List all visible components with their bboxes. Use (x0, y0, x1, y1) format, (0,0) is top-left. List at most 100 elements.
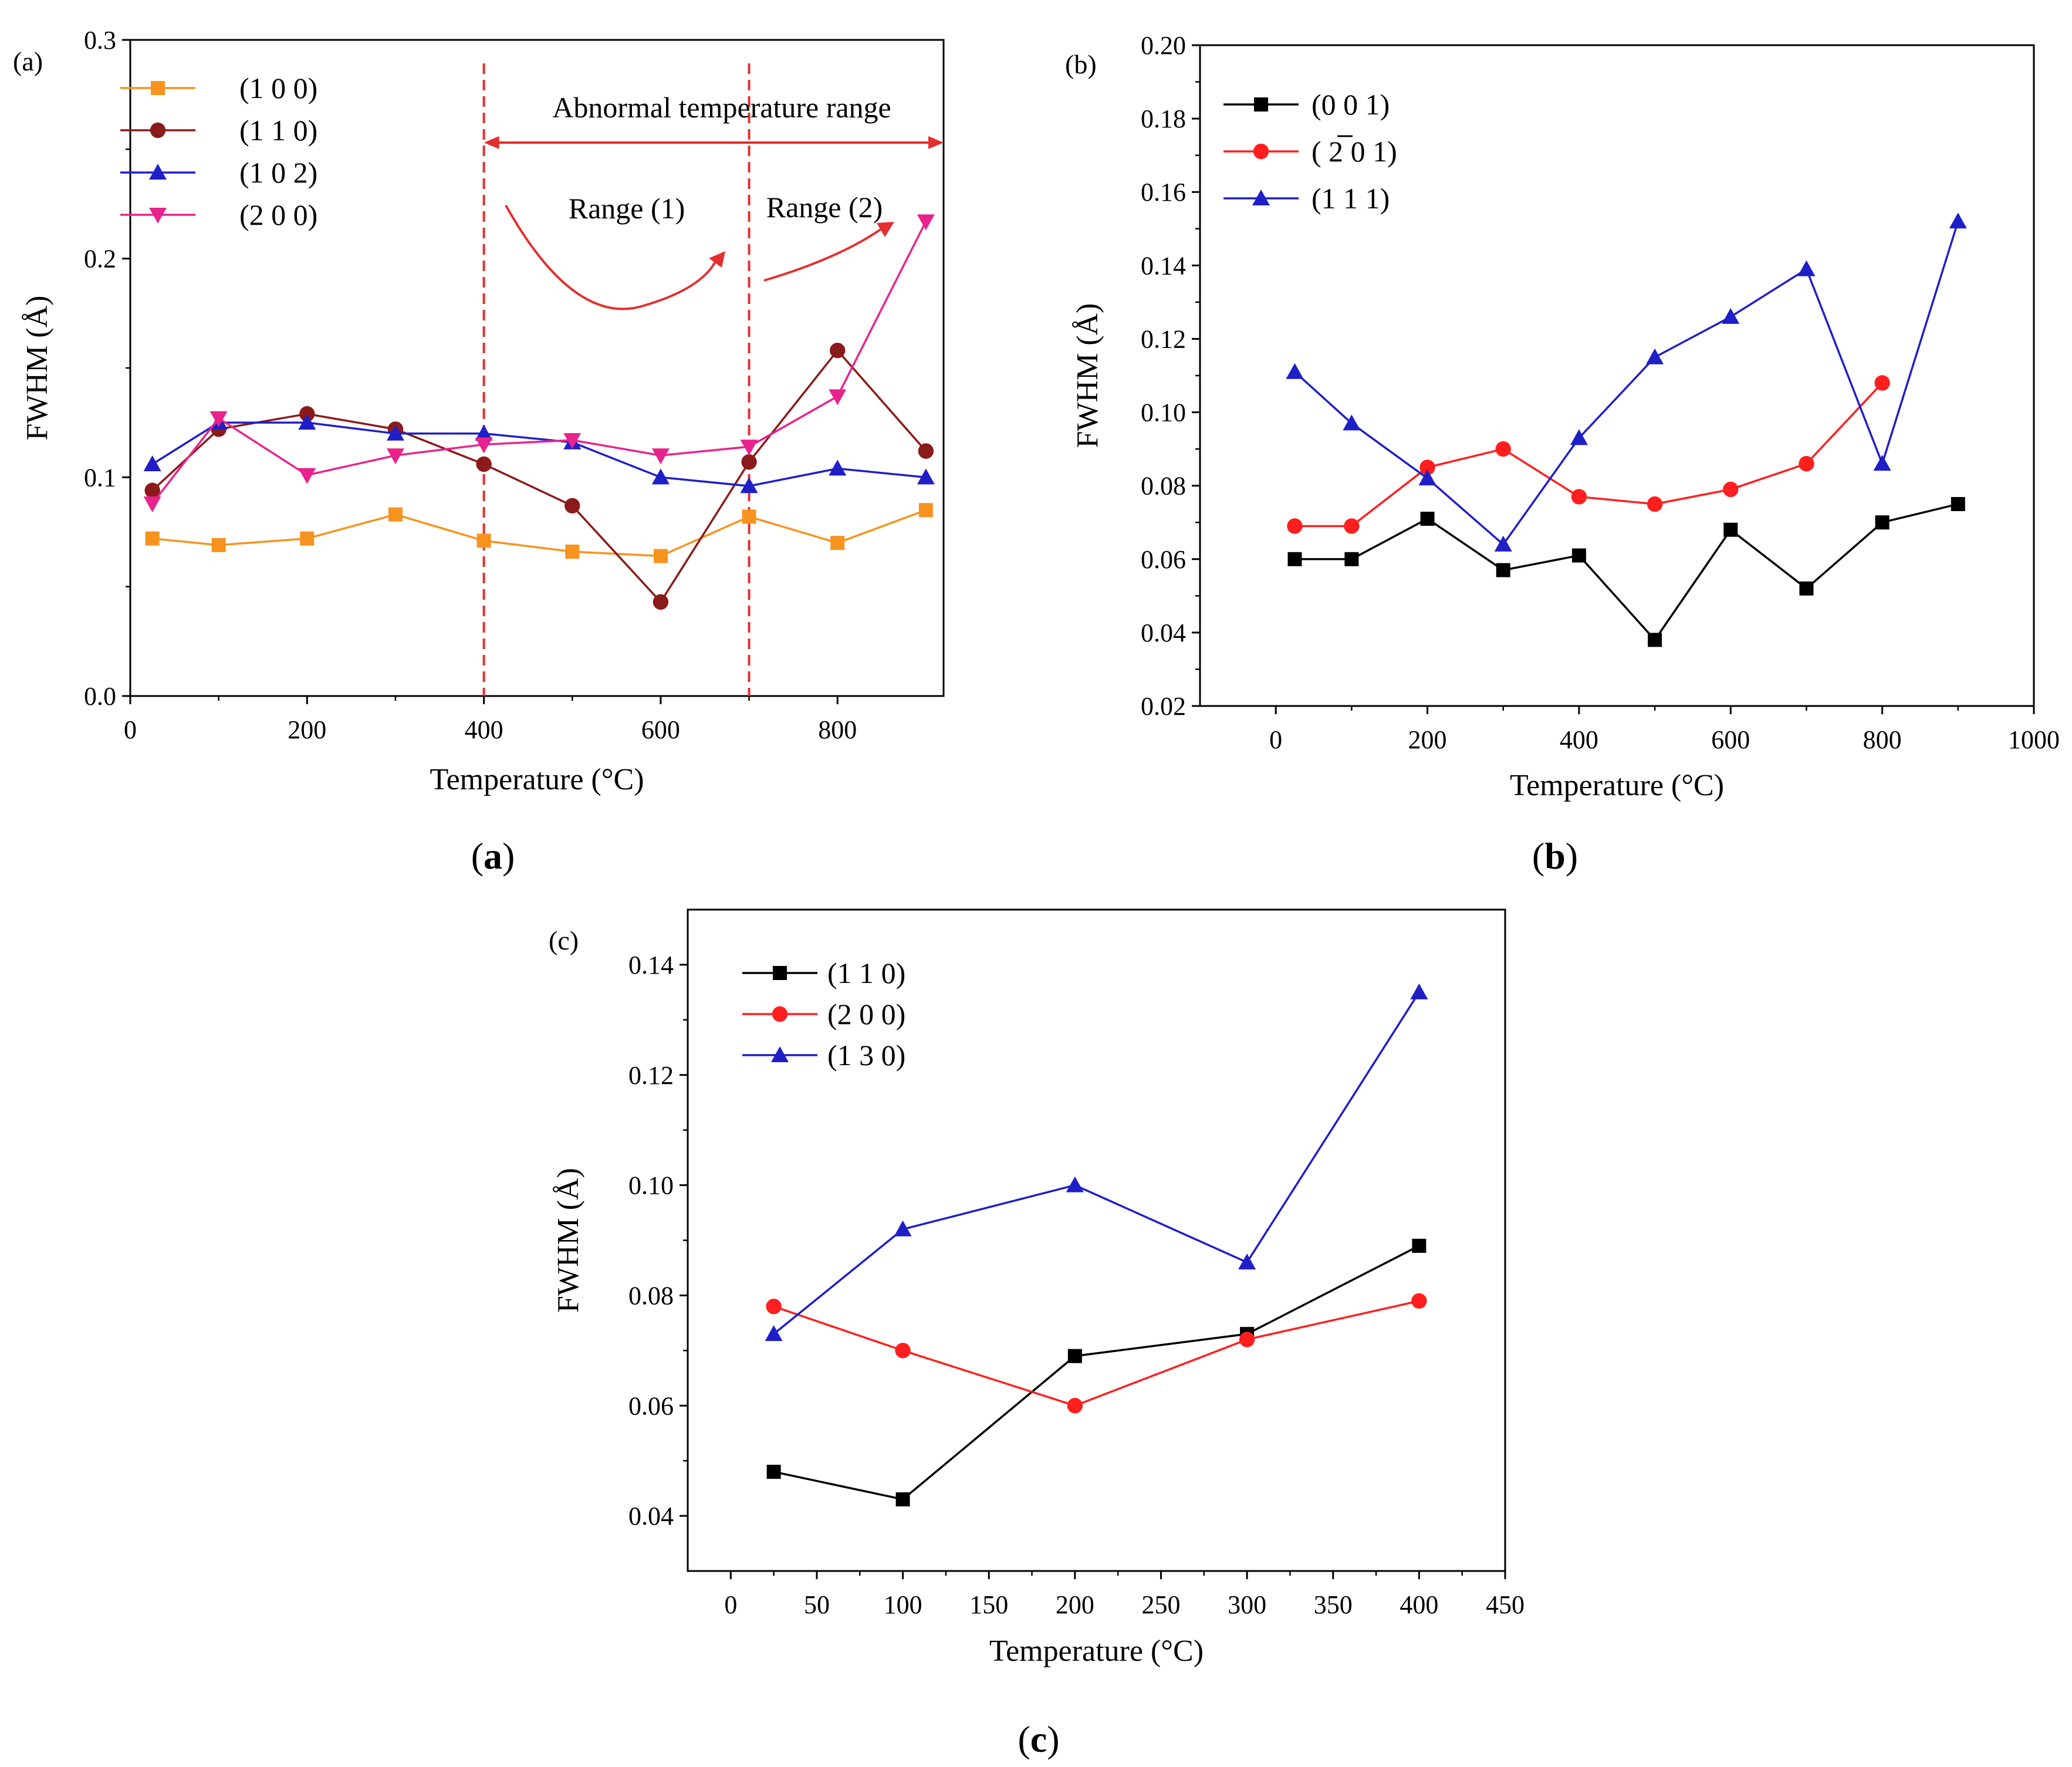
data-point (475, 437, 493, 454)
data-point (1646, 348, 1664, 364)
data-point (143, 455, 161, 471)
data-point (1418, 469, 1436, 486)
data-point (917, 468, 935, 485)
panel-tag: (b) (1065, 49, 1097, 79)
data-point (766, 1464, 781, 1479)
series-c-0 (766, 1238, 1427, 1506)
data-point (1344, 552, 1359, 566)
panel-caption: (c) (1018, 1718, 1059, 1760)
data-point (1238, 1254, 1256, 1270)
x-tick-label: 0 (124, 715, 137, 744)
x-tick-label: 50 (804, 1590, 830, 1619)
data-point (211, 538, 226, 552)
data-point (563, 433, 582, 449)
data-point (143, 496, 161, 513)
data-point (1875, 515, 1890, 530)
legend-label: (2 0 0) (827, 998, 905, 1031)
data-point (1496, 563, 1510, 577)
series-a-1 (144, 342, 934, 610)
abnormal-range-label: Abnormal temperature range (552, 91, 891, 124)
panel-caption: (a) (471, 835, 515, 877)
data-point (386, 424, 404, 441)
legend-label: (1 1 1) (1312, 182, 1390, 215)
legend-marker (1254, 97, 1268, 112)
series-c-1 (766, 1293, 1427, 1414)
chart-panel-c: 0 50 100 150 200 250 300 350 400 450 0.04 0.06 0.08 0… (549, 908, 1525, 1760)
range1-label: Range (1) (569, 192, 685, 225)
arrowhead-left (484, 136, 499, 149)
y-tick-label: 0.02 (1141, 692, 1186, 721)
x-tick-label: 400 (1400, 1590, 1438, 1619)
y-axis-title: FWHM (Å) (1071, 303, 1104, 448)
data-point (1874, 375, 1890, 391)
y-tick-label: 0.10 (1141, 398, 1186, 427)
data-point (1951, 496, 1965, 511)
data-point (653, 594, 669, 610)
chart-panel-b: 0 200 400 600 800 1000 0.02 0.04 0.06 0.08 0.10 0.1… (1065, 31, 2060, 877)
data-point (742, 509, 756, 524)
x-tick-label: 800 (1863, 725, 1902, 754)
data-point (765, 1325, 783, 1342)
data-point (1420, 511, 1435, 526)
x-axis-title: Temperature (°C) (989, 1634, 1204, 1668)
x-tick-label: 1000 (2008, 725, 2060, 754)
data-point (766, 1299, 782, 1315)
data-point (209, 411, 228, 427)
panel-caption: (b) (1532, 835, 1578, 877)
legend-label: (1 1 0) (239, 114, 317, 147)
data-point (651, 448, 670, 465)
legend-label: (1 0 2) (239, 156, 317, 189)
y-axis-title: FWHM (Å) (552, 1168, 585, 1313)
series-line (1294, 503, 1959, 642)
series-line (152, 509, 927, 558)
y-tick-label: 0.08 (1141, 472, 1186, 501)
data-point (829, 460, 847, 476)
x-tick-label: 600 (641, 715, 680, 744)
plot-frame (687, 908, 1506, 1572)
data-point (1571, 489, 1587, 505)
data-point (1799, 455, 1814, 472)
series-line (151, 421, 927, 488)
legend-marker (150, 122, 166, 138)
data-point (1949, 212, 1967, 229)
x-tick-label: 350 (1314, 1590, 1353, 1619)
data-point (1494, 535, 1512, 552)
series-a-0 (145, 503, 933, 563)
x-tick-label: 0 (724, 1590, 737, 1619)
x-axis-title: Temperature (°C) (430, 763, 644, 796)
data-point (740, 477, 758, 494)
y-tick-label: 0.06 (1141, 545, 1186, 574)
panel-tag: (c) (549, 925, 579, 955)
data-point (895, 1492, 910, 1506)
series-c-2 (765, 983, 1428, 1342)
legend-label: (1 0 0) (239, 72, 317, 104)
series-b-1 (1287, 375, 1890, 534)
range2-label: Range (2) (766, 191, 883, 224)
legend-marker (149, 208, 167, 224)
data-point (386, 448, 404, 465)
data-point (1799, 581, 1814, 596)
data-point (1067, 1398, 1083, 1414)
y-axis-title: FWHM (Å) (21, 296, 54, 441)
data-point (1287, 518, 1303, 534)
y-tick-label: 0.12 (1141, 325, 1186, 353)
x-tick-label: 300 (1228, 1590, 1266, 1619)
x-tick-label: 200 (1056, 1590, 1094, 1619)
chart-panel-a: 0 200 400 600 800 0.0 0.1 0.2 0.3 Temperature (°C… (13, 26, 945, 877)
series-b-2 (1286, 212, 1967, 552)
data-point (475, 424, 493, 441)
arrowhead-right (928, 136, 944, 149)
series-b-0 (1287, 496, 1965, 647)
data-point (1723, 481, 1739, 498)
legend-marker (149, 164, 167, 180)
data-point (1648, 633, 1662, 647)
series-a-2 (143, 414, 935, 494)
legend-marker (151, 81, 165, 95)
y-tick-label: 0.0 (84, 682, 116, 711)
data-point (1419, 460, 1435, 475)
data-point (829, 389, 847, 406)
data-point (1723, 522, 1738, 537)
data-point (298, 468, 316, 484)
x-tick-label: 800 (818, 715, 857, 744)
data-point (1287, 552, 1302, 566)
